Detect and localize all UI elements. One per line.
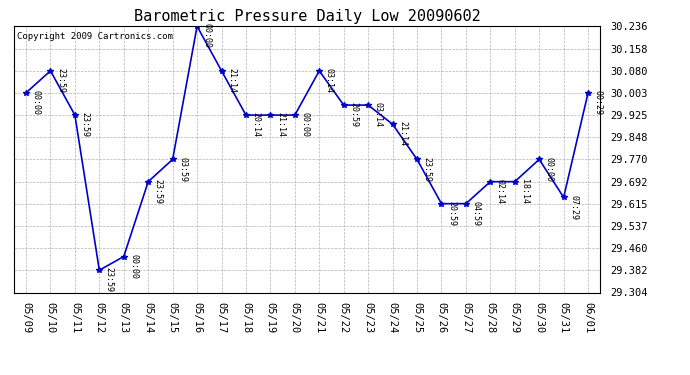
Text: 03:14: 03:14 — [374, 102, 383, 128]
Text: 00:00: 00:00 — [545, 157, 554, 182]
Text: 21:14: 21:14 — [227, 68, 236, 93]
Text: 21:14: 21:14 — [276, 112, 285, 137]
Text: 03:14: 03:14 — [325, 68, 334, 93]
Text: 23:59: 23:59 — [56, 68, 65, 93]
Text: 00:00: 00:00 — [203, 24, 212, 48]
Text: 20:59: 20:59 — [349, 102, 358, 128]
Text: 23:59: 23:59 — [422, 157, 431, 182]
Text: 21:14: 21:14 — [398, 122, 407, 147]
Text: 02:14: 02:14 — [496, 179, 505, 204]
Text: 00:00: 00:00 — [300, 112, 309, 137]
Text: 00:00: 00:00 — [129, 254, 138, 279]
Text: 00:00: 00:00 — [32, 90, 41, 115]
Text: 07:29: 07:29 — [569, 195, 578, 220]
Text: 23:59: 23:59 — [81, 112, 90, 137]
Title: Barometric Pressure Daily Low 20090602: Barometric Pressure Daily Low 20090602 — [134, 9, 480, 24]
Text: 23:59: 23:59 — [105, 267, 114, 292]
Text: 00:29: 00:29 — [593, 90, 602, 115]
Text: 20:14: 20:14 — [252, 112, 261, 137]
Text: 18:14: 18:14 — [520, 179, 529, 204]
Text: Copyright 2009 Cartronics.com: Copyright 2009 Cartronics.com — [17, 32, 172, 40]
Text: 04:59: 04:59 — [471, 201, 480, 226]
Text: 23:59: 23:59 — [154, 179, 163, 204]
Text: 20:59: 20:59 — [447, 201, 456, 226]
Text: 03:59: 03:59 — [178, 157, 187, 182]
